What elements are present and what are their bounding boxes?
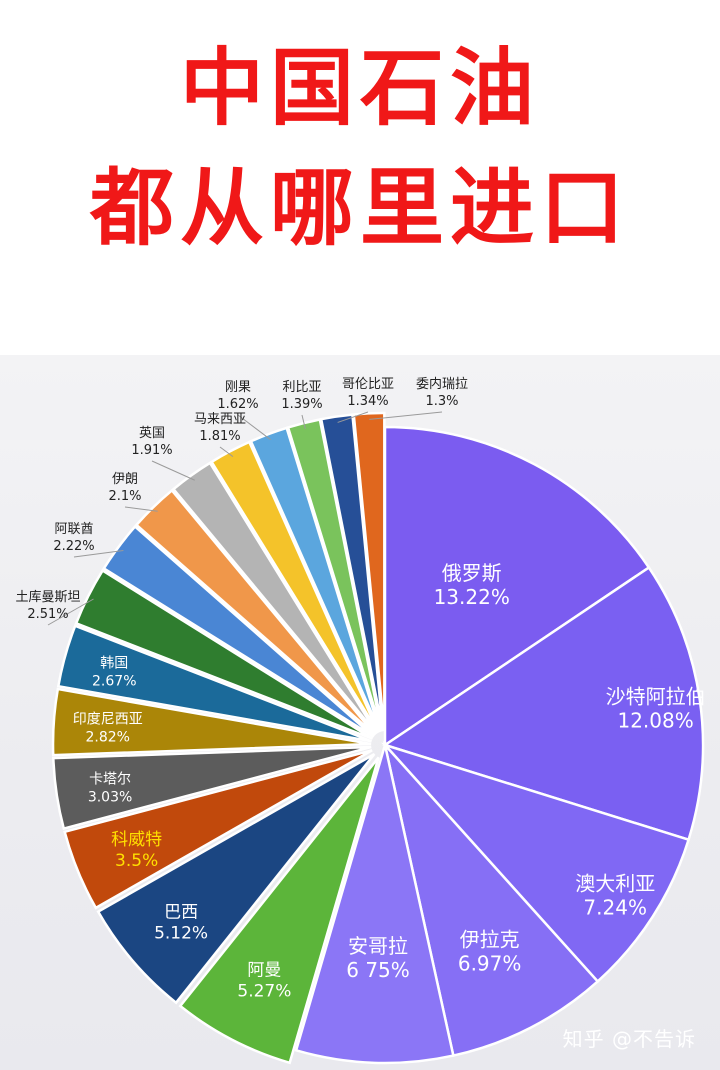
slice-label-value-4: 6 75% [346,958,410,982]
slice-label-name-4: 安哥拉 [348,934,408,958]
slice-label-name-18: 哥伦比亚 [342,377,394,392]
leader-line-12 [73,549,124,558]
pie-slice-8 [52,745,372,831]
pie-slice-4 [294,744,455,1065]
slice-label-value-2: 7.24% [583,896,647,920]
slice-label-name-5: 阿曼 [247,961,281,981]
slice-label-name-16: 刚果 [225,380,251,395]
leader-line-14 [151,460,195,481]
slice-label-name-11: 土库曼斯坦 [15,589,80,605]
leader-line-15 [219,446,234,458]
pie-slice-9 [51,687,372,757]
pie-slice-10 [56,624,372,743]
pie-slice-0 [383,425,651,748]
leader-line-11 [47,598,94,626]
pie-slice-15 [209,440,380,734]
slice-label-name-10: 韩国 [100,655,128,671]
slice-label-name-6: 巴西 [164,903,198,923]
slice-label-name-13: 伊朗 [112,472,138,487]
slice-label-value-9: 2.82% [85,730,129,746]
slice-label-value-1: 12.08% [617,709,693,733]
slice-label-value-0: 13.22% [434,585,510,609]
slice-label-value-10: 2.67% [92,673,136,689]
pie-slice-2 [381,742,691,984]
leader-line-18 [337,411,369,423]
slice-label-name-3: 伊拉克 [460,928,520,952]
pie-slice-11 [74,568,374,740]
slice-label-value-11: 2.51% [27,607,68,622]
slice-label-value-6: 5.12% [154,924,208,944]
slice-label-value-15: 1.81% [199,429,240,444]
slice-label-value-3: 6.97% [458,952,522,976]
pie-slice-16 [249,426,382,733]
slice-label-value-13: 2.1% [108,489,141,504]
pie-slice-7 [63,749,373,910]
slice-label-value-18: 1.34% [347,394,388,409]
pie-slice-3 [382,740,600,1058]
slice-label-value-19: 1.3% [425,394,458,409]
pie-slice-18 [319,413,385,732]
slice-label-name-0: 俄罗斯 [442,561,502,585]
slice-label-value-8: 3.03% [88,790,132,806]
pie-slice-6 [96,753,376,1005]
watermark: 知乎 @不告诉 [562,1027,696,1051]
pie-slice-1 [382,565,705,842]
title-line-1: 中国石油 [179,39,540,137]
slice-label-name-1: 沙特阿拉伯 [606,685,706,709]
slice-label-value-12: 2.22% [53,539,94,554]
slice-label-name-12: 阿联酋 [54,521,93,537]
leader-line-13 [124,506,158,512]
pie-slice-14 [171,461,378,735]
slice-label-name-7: 科威特 [111,830,162,850]
slice-label-name-14: 英国 [139,426,165,441]
slice-label-name-2: 澳大利亚 [575,872,655,896]
leader-line-19 [369,411,443,420]
slice-label-value-16: 1.62% [217,397,258,412]
header: 中国石油 都从哪里进口 [0,0,720,355]
slice-label-value-5: 5.27% [237,982,291,1002]
slice-label-name-17: 利比亚 [282,380,321,395]
slice-label-name-9: 印度尼西亚 [73,712,143,728]
slice-label-name-15: 马来西亚 [194,412,246,427]
title-line-2: 都从哪里进口 [89,159,630,257]
pie-slice-19 [352,411,386,732]
slice-label-value-17: 1.39% [281,397,322,412]
slice-label-name-8: 卡塔尔 [89,772,131,788]
slice-label-name-19: 委内瑞拉 [416,376,468,392]
pie-slice-5 [178,756,380,1065]
pie-slice-12 [102,524,375,738]
slice-label-value-14: 1.91% [131,443,172,458]
pie-slice-13 [134,488,377,736]
slice-label-value-7: 3.5% [115,851,158,871]
leader-line-16 [237,414,271,441]
leader-line-17 [301,414,306,430]
